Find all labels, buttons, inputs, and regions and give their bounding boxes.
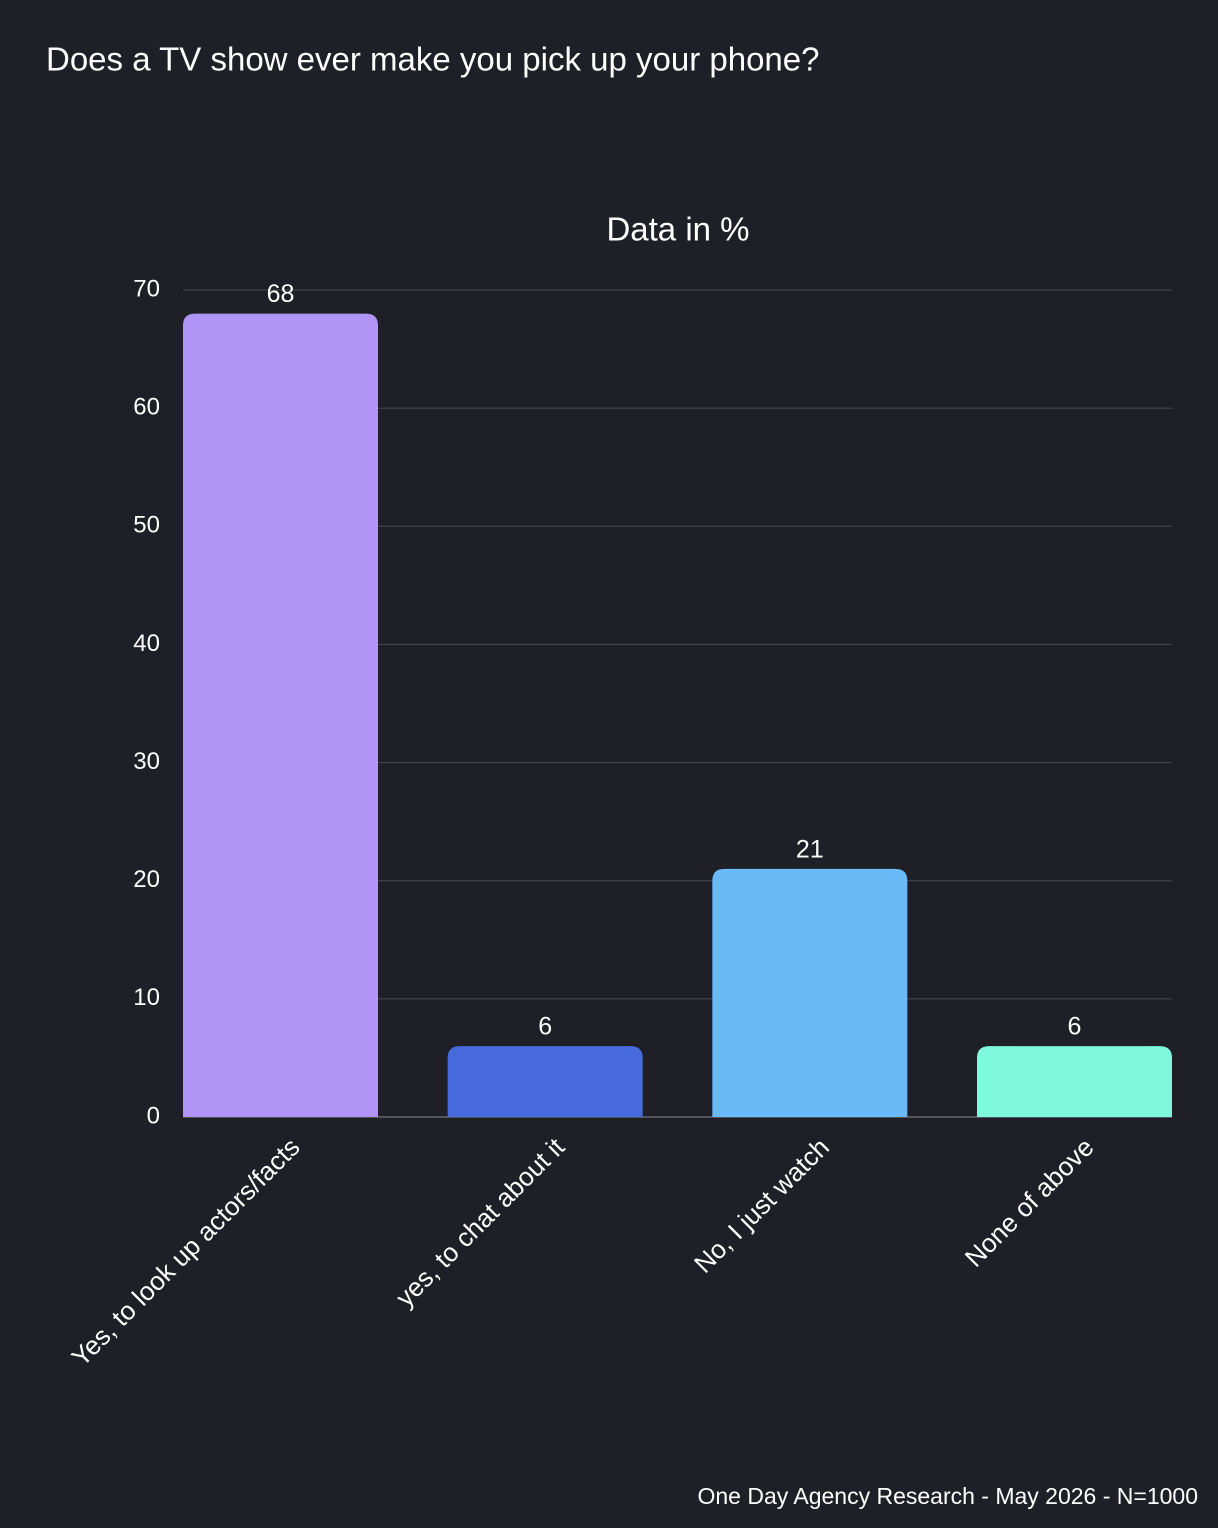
source-note: One Day Agency Research - May 2026 - N=1…: [697, 1483, 1198, 1509]
bar: [712, 868, 908, 1117]
y-tick-label: 40: [133, 630, 160, 657]
y-tick-label: 60: [133, 393, 160, 420]
chart-title: Does a TV show ever make you pick up you…: [46, 41, 820, 78]
y-tick-label: 0: [147, 1102, 160, 1129]
y-tick-label: 10: [133, 984, 160, 1011]
value-label: 68: [267, 280, 295, 308]
value-label: 21: [796, 836, 824, 864]
y-tick-label: 30: [133, 748, 160, 775]
y-tick-label: 50: [133, 512, 160, 539]
value-label: 6: [1068, 1013, 1082, 1041]
chart-subtitle: Data in %: [606, 211, 749, 248]
value-label: 6: [538, 1013, 552, 1041]
y-tick-label: 20: [133, 866, 160, 893]
bar: [183, 313, 378, 1118]
y-tick-label: 70: [133, 275, 160, 302]
bar: [977, 1046, 1172, 1117]
bar: [447, 1046, 643, 1117]
